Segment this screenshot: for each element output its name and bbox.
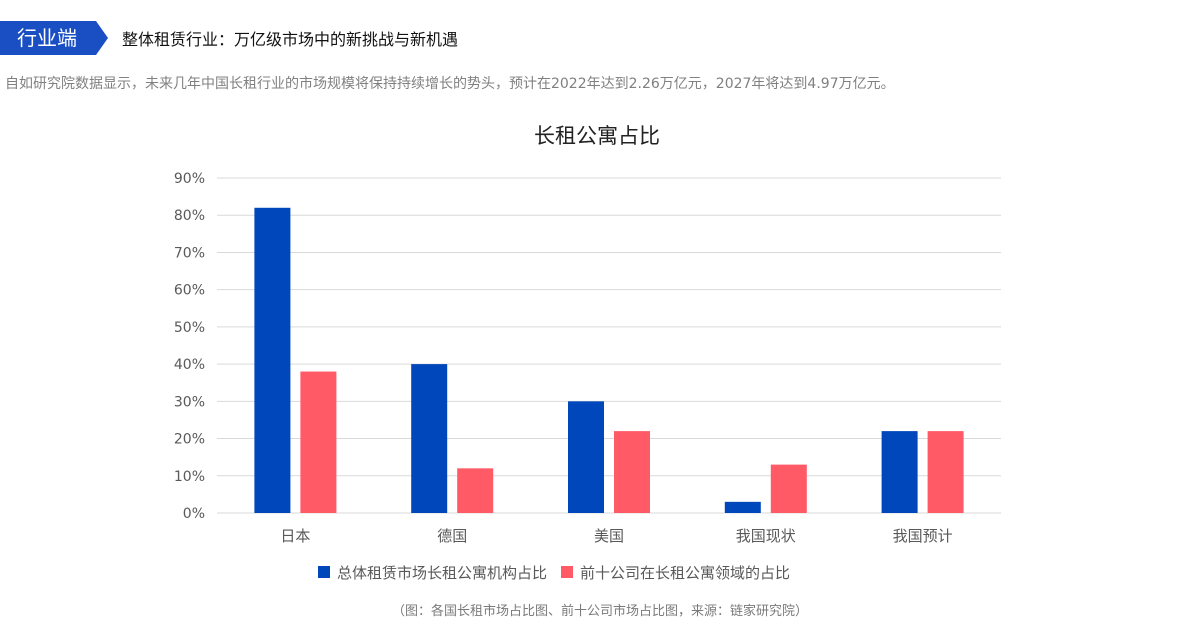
legend-label: 总体租赁市场长租公寓机构占比: [337, 564, 547, 582]
x-tick-label: 我国现状: [736, 527, 796, 545]
y-tick-label: 90%: [174, 171, 205, 187]
y-tick-label: 10%: [174, 469, 205, 485]
legend-swatch: [561, 566, 574, 578]
y-tick-label: 30%: [174, 394, 205, 410]
bar: [724, 501, 761, 513]
description-text: 自如研究院数据显示，未来几年中国长租行业的市场规模将保持持续增长的势头，预计在2…: [5, 76, 895, 92]
x-tick-label: 我国预计: [893, 527, 953, 545]
bar: [457, 468, 494, 513]
y-tick-label: 20%: [174, 432, 205, 448]
section-title: 整体租赁行业：万亿级市场中的新挑战与新机遇: [122, 30, 459, 49]
y-tick-label: 80%: [174, 208, 205, 224]
y-tick-label: 0%: [183, 506, 205, 522]
section-badge-label: 行业端: [17, 26, 77, 50]
y-tick-label: 50%: [174, 320, 205, 336]
badge-arrow-shape: [0, 21, 108, 55]
legend-label: 前十公司在长租公寓领域的占比: [580, 564, 790, 582]
bar: [300, 371, 337, 513]
bar: [568, 401, 604, 513]
legend-swatch: [318, 566, 330, 578]
bar: [614, 431, 650, 513]
bar: [770, 464, 807, 513]
bar: [254, 207, 291, 513]
bar: [411, 364, 448, 513]
y-tick-label: 40%: [174, 357, 205, 373]
chart-title: 长租公寓占比: [534, 124, 660, 148]
y-tick-label: 70%: [174, 245, 205, 261]
section-badge: 行业端: [0, 21, 108, 55]
bar: [881, 431, 918, 513]
section-header: 行业端 整体租赁行业：万亿级市场中的新挑战与新机遇: [0, 20, 458, 56]
chart-footnote: （图：各国长租市场占比图、前十公司市场占比图，来源：链家研究院）: [391, 604, 808, 619]
x-tick-label: 德国: [437, 527, 467, 545]
bar: [927, 431, 964, 513]
x-tick-label: 日本: [280, 527, 310, 545]
y-tick-label: 60%: [174, 283, 205, 299]
x-tick-label: 美国: [594, 527, 624, 545]
